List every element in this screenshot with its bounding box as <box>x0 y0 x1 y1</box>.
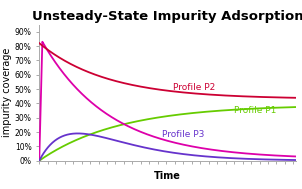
Text: Profile P1: Profile P1 <box>234 106 277 115</box>
Title: Unsteady-State Impurity Adsorption: Unsteady-State Impurity Adsorption <box>32 10 302 23</box>
Text: Profile P2: Profile P2 <box>173 83 215 92</box>
Y-axis label: impurity coverage: impurity coverage <box>2 48 12 137</box>
Text: Profile P3: Profile P3 <box>162 130 205 139</box>
X-axis label: Time: Time <box>154 171 181 181</box>
